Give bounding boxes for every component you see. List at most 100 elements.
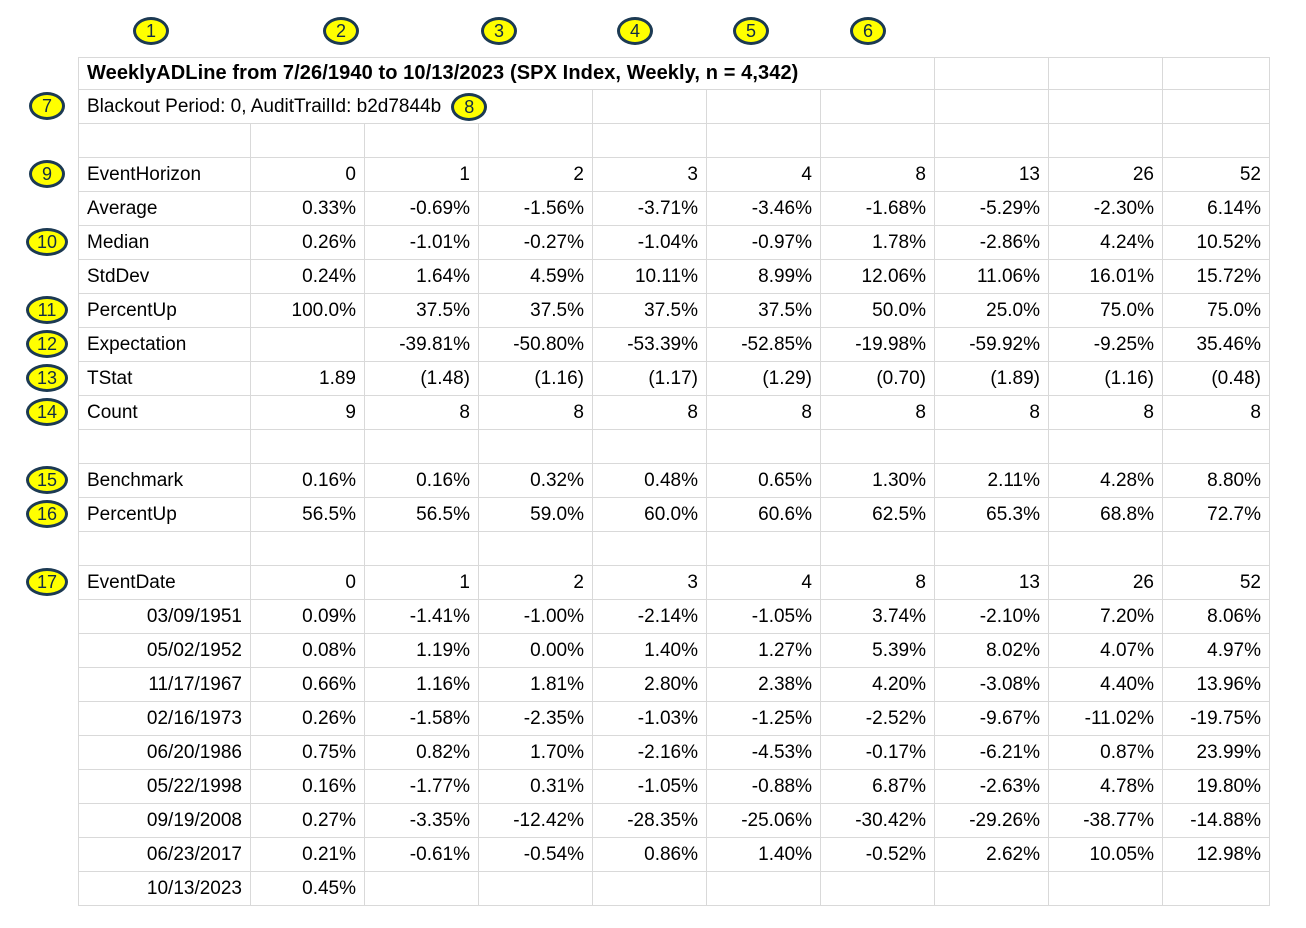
value-cell[interactable]: 2.38% [706,667,821,702]
value-cell[interactable]: -6.21% [934,735,1049,770]
value-cell[interactable]: 60.6% [706,497,821,532]
value-cell[interactable]: (1.89) [934,361,1049,396]
value-cell[interactable]: 8 [1048,395,1163,430]
empty-cell[interactable] [1162,123,1270,158]
value-cell[interactable]: -5.29% [934,191,1049,226]
value-cell[interactable]: -9.25% [1048,327,1163,362]
value-cell[interactable]: -30.42% [820,803,935,838]
empty-cell[interactable] [1048,531,1163,566]
value-cell[interactable]: 60.0% [592,497,707,532]
value-cell[interactable]: -1.01% [364,225,479,260]
value-cell[interactable] [1162,871,1270,906]
value-cell[interactable]: 0 [250,565,365,600]
value-cell[interactable]: 65.3% [934,497,1049,532]
value-cell[interactable]: 8 [478,395,593,430]
value-cell[interactable] [364,871,479,906]
empty-cell[interactable] [1162,531,1270,566]
empty-cell[interactable] [78,429,251,464]
value-cell[interactable]: -19.98% [820,327,935,362]
value-cell[interactable]: -12.42% [478,803,593,838]
value-cell[interactable]: 1.78% [820,225,935,260]
value-cell[interactable]: 0.31% [478,769,593,804]
value-cell[interactable]: -39.81% [364,327,479,362]
empty-cell[interactable] [706,123,821,158]
value-cell[interactable]: -2.35% [478,701,593,736]
empty-cell[interactable] [706,429,821,464]
empty-cell[interactable] [592,123,707,158]
row-label-cell[interactable]: 06/23/2017 [78,837,251,872]
value-cell[interactable]: -2.14% [592,599,707,634]
value-cell[interactable]: -1.05% [706,599,821,634]
value-cell[interactable]: 4.24% [1048,225,1163,260]
value-cell[interactable]: -1.68% [820,191,935,226]
value-cell[interactable]: 0 [250,157,365,192]
value-cell[interactable]: 6.87% [820,769,935,804]
value-cell[interactable]: -0.88% [706,769,821,804]
value-cell[interactable]: -2.16% [592,735,707,770]
empty-cell[interactable] [592,429,707,464]
value-cell[interactable]: 4.28% [1048,463,1163,498]
value-cell[interactable]: 0.08% [250,633,365,668]
empty-cell[interactable] [934,57,1049,90]
value-cell[interactable]: -1.00% [478,599,593,634]
empty-cell[interactable] [364,123,479,158]
empty-cell[interactable] [1048,89,1163,124]
value-cell[interactable]: 100.0% [250,293,365,328]
value-cell[interactable]: 59.0% [478,497,593,532]
value-cell[interactable]: 19.80% [1162,769,1270,804]
value-cell[interactable]: -1.41% [364,599,479,634]
empty-cell[interactable] [934,123,1049,158]
value-cell[interactable]: 1 [364,565,479,600]
value-cell[interactable] [592,871,707,906]
value-cell[interactable]: 0.00% [478,633,593,668]
value-cell[interactable]: 8 [820,565,935,600]
value-cell[interactable]: -11.02% [1048,701,1163,736]
value-cell[interactable]: -0.69% [364,191,479,226]
value-cell[interactable]: 1.19% [364,633,479,668]
row-label-cell[interactable]: 02/16/1973 [78,701,251,736]
row-label-cell[interactable]: 05/02/1952 [78,633,251,668]
empty-cell[interactable] [364,429,479,464]
value-cell[interactable]: 0.45% [250,871,365,906]
value-cell[interactable]: 0.82% [364,735,479,770]
value-cell[interactable]: (0.48) [1162,361,1270,396]
value-cell[interactable]: 8.80% [1162,463,1270,498]
value-cell[interactable]: -1.77% [364,769,479,804]
value-cell[interactable]: 23.99% [1162,735,1270,770]
value-cell[interactable]: 52 [1162,565,1270,600]
value-cell[interactable]: 0.09% [250,599,365,634]
value-cell[interactable]: 1.64% [364,259,479,294]
value-cell[interactable]: 26 [1048,565,1163,600]
empty-cell[interactable] [820,89,935,124]
value-cell[interactable] [934,871,1049,906]
value-cell[interactable]: -28.35% [592,803,707,838]
value-cell[interactable]: 4.59% [478,259,593,294]
empty-cell[interactable] [934,531,1049,566]
value-cell[interactable]: 1.40% [706,837,821,872]
value-cell[interactable]: 0.26% [250,225,365,260]
value-cell[interactable]: -59.92% [934,327,1049,362]
value-cell[interactable]: 37.5% [478,293,593,328]
value-cell[interactable]: 4.40% [1048,667,1163,702]
empty-cell[interactable] [1162,89,1270,124]
empty-cell[interactable] [592,531,707,566]
value-cell[interactable]: 0.75% [250,735,365,770]
value-cell[interactable]: -38.77% [1048,803,1163,838]
value-cell[interactable]: 3 [592,565,707,600]
value-cell[interactable]: -1.56% [478,191,593,226]
value-cell[interactable]: -1.03% [592,701,707,736]
value-cell[interactable]: -1.04% [592,225,707,260]
value-cell[interactable] [820,871,935,906]
value-cell[interactable]: 8.06% [1162,599,1270,634]
value-cell[interactable]: -2.52% [820,701,935,736]
value-cell[interactable]: 12.98% [1162,837,1270,872]
value-cell[interactable]: 2.80% [592,667,707,702]
value-cell[interactable]: 2.11% [934,463,1049,498]
row-label-cell[interactable]: EventHorizon [78,157,251,192]
value-cell[interactable]: 8.02% [934,633,1049,668]
value-cell[interactable]: -25.06% [706,803,821,838]
value-cell[interactable]: 26 [1048,157,1163,192]
value-cell[interactable]: (1.48) [364,361,479,396]
value-cell[interactable]: 7.20% [1048,599,1163,634]
value-cell[interactable]: 4.20% [820,667,935,702]
